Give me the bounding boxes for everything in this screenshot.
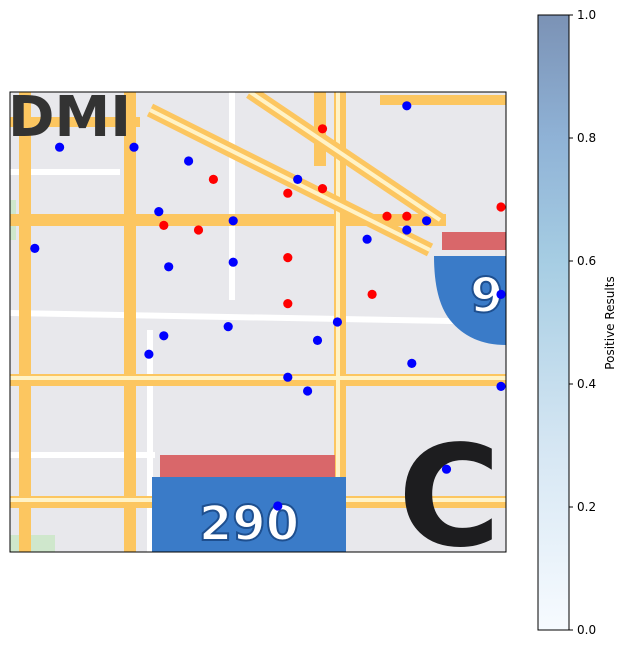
interstate-90-shield: 9 <box>434 232 506 345</box>
scatter-point-1-3 <box>184 156 194 166</box>
scatter-point-0-0 <box>317 124 328 134</box>
scatter-point-1-23 <box>441 464 452 474</box>
scatter-point-1-7 <box>30 243 40 253</box>
map-label-c: C <box>398 416 501 579</box>
scatter-point-0-7 <box>283 253 293 263</box>
scatter-point-1-19 <box>407 358 417 368</box>
colorbar-tick-label-0: 0.0 <box>577 623 596 637</box>
scatter-point-0-10 <box>496 202 506 212</box>
colorbar-tick-label-2: 0.4 <box>577 377 596 391</box>
scatter-point-1-6 <box>402 225 412 235</box>
scatter-marks <box>30 101 506 511</box>
map-label-top: DMI <box>8 85 131 150</box>
scatter-point-1-24 <box>273 501 283 511</box>
scatter-point-0-3 <box>317 184 328 194</box>
plot-area-frame <box>9 91 507 553</box>
scatter-point-1-18 <box>144 349 154 359</box>
scatter-point-0-6 <box>159 220 169 230</box>
colorbar: 0.0 0.2 0.4 0.6 0.8 1.0 Positive Results <box>537 8 617 637</box>
scatter-point-1-9 <box>228 216 238 226</box>
scatter-point-1-13 <box>496 289 506 299</box>
colorbar-tick-label-3: 0.6 <box>577 254 596 268</box>
colorbar-tick-label-5: 1.0 <box>577 8 596 22</box>
scatter-point-1-21 <box>303 386 313 396</box>
scatter-point-1-4 <box>293 174 303 184</box>
scatter-point-0-5 <box>193 225 204 235</box>
scatter-point-1-5 <box>154 207 164 217</box>
colorbar-gradient <box>537 14 570 631</box>
colorbar-ticks: 0.0 0.2 0.4 0.6 0.8 1.0 <box>569 8 596 637</box>
scatter-point-1-16 <box>223 322 233 332</box>
scatter-point-1-8 <box>362 234 372 244</box>
scatter-point-1-11 <box>228 257 238 267</box>
map-label-290: 290 <box>199 496 299 552</box>
scatter-point-1-1 <box>55 142 65 152</box>
colorbar-tick-label-1: 0.2 <box>577 500 596 514</box>
scatter-point-0-11 <box>402 211 412 221</box>
scatter-point-1-22 <box>496 381 506 391</box>
scatter-point-1-2 <box>129 142 139 152</box>
map-background: DMI 290 9 C <box>8 85 506 579</box>
scatter-point-1-12 <box>422 216 432 226</box>
scatter-point-0-1 <box>208 174 218 184</box>
scatter-point-0-8 <box>367 289 377 299</box>
scatter-point-1-17 <box>312 335 323 345</box>
interstate-290-shield: 290 <box>152 455 346 552</box>
scatter-point-0-4 <box>382 211 392 221</box>
scatter-point-1-20 <box>283 372 293 382</box>
colorbar-label: Positive Results <box>603 276 617 369</box>
scatter-point-1-0 <box>402 101 412 111</box>
scatter-point-0-2 <box>283 188 293 198</box>
scatter-point-1-10 <box>164 262 174 272</box>
colorbar-tick-label-4: 0.8 <box>577 131 596 145</box>
scatter-point-0-9 <box>283 299 293 309</box>
scatter-point-1-14 <box>159 331 169 341</box>
scatter-point-1-15 <box>332 317 342 327</box>
